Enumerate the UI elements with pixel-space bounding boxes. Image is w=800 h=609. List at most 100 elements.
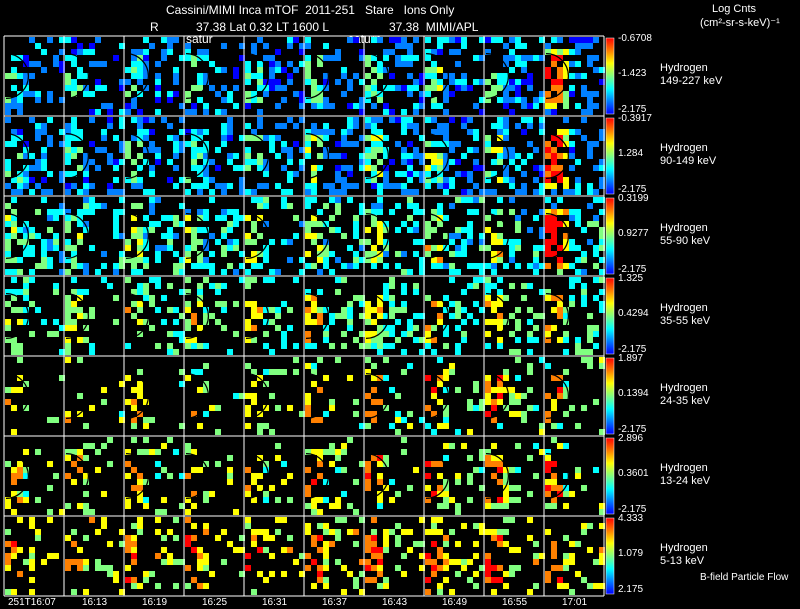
heatmap-cell [569,165,575,171]
heatmap-cell [413,55,419,61]
heatmap-cell [545,363,551,369]
heatmap-cell [449,529,455,535]
heatmap-cell [461,565,467,571]
heatmap-cell [419,257,425,263]
heatmap-cell [509,97,515,103]
heatmap-cell [287,473,293,479]
heatmap-cell [23,497,29,503]
planet-limb-arc [245,133,269,179]
heatmap-cell [53,289,59,295]
heatmap-cell [479,97,485,103]
heatmap-cell [569,491,575,497]
heatmap-cell [185,541,191,547]
heatmap-cell [119,589,125,595]
heatmap-cell [485,381,491,387]
heatmap-cell [17,307,23,313]
heatmap-cell [257,485,263,491]
heatmap-cell [311,319,317,325]
heatmap-cell [443,331,449,337]
heatmap-cell [305,503,311,509]
heatmap-cell [395,565,401,571]
heatmap-cell [191,343,197,349]
heatmap-cell [215,91,221,97]
heatmap-cell [347,171,353,177]
heatmap-cell [557,577,563,583]
heatmap-cell [575,129,581,135]
heatmap-cell [365,369,371,375]
heatmap-cell [257,165,263,171]
heatmap-cell [527,331,533,337]
heatmap-cell [347,301,353,307]
heatmap-cell [125,375,131,381]
heatmap-cell [305,331,311,337]
heatmap-cell [47,263,53,269]
heatmap-cell [497,325,503,331]
heatmap-cell [497,129,503,135]
heatmap-cell [161,117,167,123]
heatmap-cell [527,283,533,289]
heatmap-cell [203,49,209,55]
heatmap-cell [323,55,329,61]
heatmap-cell [317,257,323,263]
planet-limb-arc [125,53,149,99]
row-species-label: Hydrogen [660,222,708,234]
heatmap-cell [323,129,329,135]
heatmap-cell [545,91,551,97]
heatmap-cell [125,565,131,571]
heatmap-cell [569,153,575,159]
heatmap-cell [563,189,569,195]
heatmap-cell [419,263,425,269]
heatmap-cell [53,553,59,559]
heatmap-cell [413,541,419,547]
heatmap-cell [251,589,257,595]
heatmap-cell [485,135,491,141]
heatmap-cell [341,153,347,159]
heatmap-cell [179,313,185,319]
heatmap-cell [353,73,359,79]
heatmap-cell [377,399,383,405]
heatmap-cell [539,117,545,123]
heatmap-cell [137,269,143,275]
heatmap-cell [557,257,563,263]
heatmap-cell [275,183,281,189]
heatmap-cell [473,129,479,135]
heatmap-cell [89,509,95,515]
heatmap-cell [467,559,473,565]
heatmap-cell [131,523,137,529]
heatmap-cell [467,189,473,195]
heatmap-cell [413,239,419,245]
heatmap-cell [251,135,257,141]
heatmap-cell [575,343,581,349]
heatmap-cell [515,227,521,233]
heatmap-cell [137,49,143,55]
heatmap-cell [455,571,461,577]
heatmap-cell [173,135,179,141]
heatmap-cell [137,183,143,189]
heatmap-cell [131,467,137,473]
heatmap-cell [173,79,179,85]
heatmap-cell [185,307,191,313]
heatmap-cell [389,313,395,319]
heatmap-cell [71,79,77,85]
heatmap-cell [401,183,407,189]
heatmap-cell [317,85,323,91]
heatmap-cell [365,135,371,141]
heatmap-panel [65,277,119,355]
heatmap-cell [155,283,161,289]
heatmap-cell [257,183,263,189]
heatmap-cell [239,165,245,171]
heatmap-cell [425,67,431,73]
heatmap-cell [281,123,287,129]
r-label: R [150,20,159,34]
heatmap-cell [149,571,155,577]
heatmap-cell [389,49,395,55]
heatmap-cell [59,49,65,55]
heatmap-cell [11,141,17,147]
heatmap-cell [233,103,239,109]
planet-limb-arc [125,213,149,259]
heatmap-cell [569,541,575,547]
heatmap-cell [449,443,455,449]
heatmap-cell [467,473,473,479]
heatmap-cell [407,43,413,49]
heatmap-cell [221,301,227,307]
